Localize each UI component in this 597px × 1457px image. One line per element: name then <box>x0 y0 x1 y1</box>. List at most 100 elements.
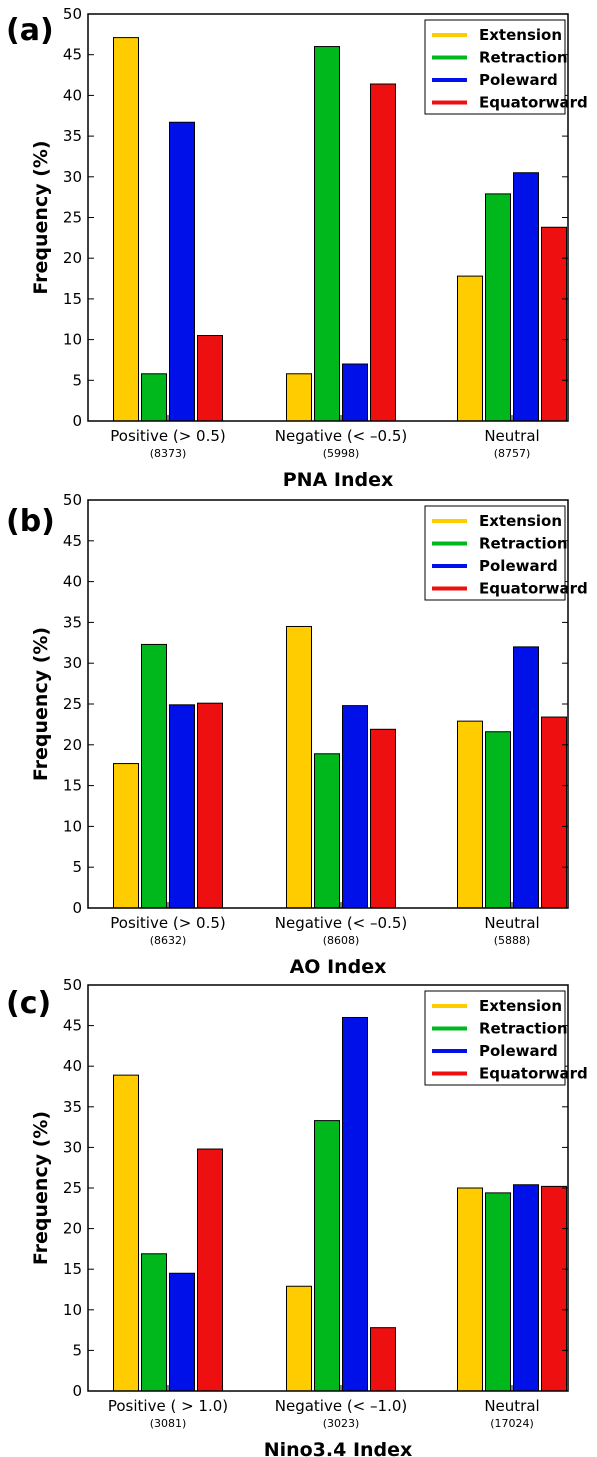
bar-retraction <box>141 1253 167 1392</box>
y-tick-label: 45 <box>63 1017 82 1035</box>
sample-count: (5998) <box>323 447 360 460</box>
y-tick-label: 40 <box>63 1057 82 1075</box>
chart-panel: (c) Frequency (%) 0 5 10 15 20 25 30 35 40 45 50 Posi… <box>6 976 588 1457</box>
y-axis-label: Frequency (%) <box>30 627 52 781</box>
y-tick-label: 5 <box>72 858 82 876</box>
chart-panel: (a) Frequency (%) 0 5 10 15 20 25 30 35 40 45 50 Posi… <box>6 5 588 491</box>
bar-extension <box>286 625 312 909</box>
x-tick-label: Negative (< –0.5) <box>275 914 407 932</box>
bar-equatorward <box>370 83 396 422</box>
y-tick-label: 30 <box>63 1138 82 1156</box>
y-tick-label: 0 <box>72 412 82 430</box>
bar-extension <box>113 1074 139 1392</box>
bar-retraction <box>314 753 340 909</box>
y-tick-label: 10 <box>63 1301 82 1319</box>
y-axis-label: Frequency (%) <box>30 140 52 294</box>
legend-label: Poleward <box>479 1042 558 1060</box>
bar-extension <box>286 1285 312 1392</box>
plot-frame <box>87 499 569 909</box>
x-axis-label: Nino3.4 Index <box>264 1439 413 1457</box>
y-tick-label: 50 <box>63 5 82 23</box>
x-tick-label: Negative (< –0.5) <box>275 427 407 445</box>
sample-count: (17024) <box>490 1417 534 1430</box>
bar-retraction <box>141 643 167 909</box>
x-tick-label: Positive (> 0.5) <box>110 427 226 445</box>
bar-extension <box>457 1187 483 1392</box>
sample-count: (3081) <box>150 1417 187 1430</box>
bar-extension <box>113 37 139 422</box>
y-tick-label: 25 <box>63 695 82 713</box>
chart-panel: (b) Frequency (%) 0 5 10 15 20 25 30 35 40 45 50 Posi… <box>6 491 588 978</box>
sample-count: (8608) <box>323 934 360 947</box>
x-tick-label: Negative (< –1.0) <box>275 1397 407 1415</box>
bar-poleward <box>169 1272 195 1392</box>
sample-count: (8373) <box>150 447 187 460</box>
legend-label: Extension <box>479 26 562 44</box>
bar-poleward <box>169 121 195 422</box>
y-tick-label: 35 <box>63 127 82 145</box>
y-tick-label: 45 <box>63 46 82 64</box>
legend-label: Equatorward <box>479 580 588 598</box>
x-tick-label: Neutral <box>484 1397 539 1415</box>
bar-equatorward <box>197 702 223 909</box>
y-tick-label: 40 <box>63 86 82 104</box>
bar-retraction <box>485 1192 511 1392</box>
legend-label: Extension <box>479 997 562 1015</box>
y-tick-label: 30 <box>63 168 82 186</box>
bar-retraction <box>485 731 511 909</box>
y-tick-label: 50 <box>63 491 82 509</box>
sample-count: (5888) <box>494 934 531 947</box>
x-axis-label: AO Index <box>290 956 387 978</box>
legend-label: Poleward <box>479 557 558 575</box>
plot-frame <box>87 13 569 422</box>
sample-count: (3023) <box>323 1417 360 1430</box>
legend: Extension Retraction Poleward Equatorward <box>424 19 588 115</box>
bar-equatorward <box>370 728 396 909</box>
y-tick-label: 25 <box>63 1179 82 1197</box>
y-tick-label: 35 <box>63 613 82 631</box>
legend-label: Equatorward <box>479 1065 588 1083</box>
y-tick-label: 30 <box>63 654 82 672</box>
x-tick-label: Positive ( > 1.0) <box>108 1397 228 1415</box>
x-tick-label: Neutral <box>484 914 539 932</box>
y-tick-label: 40 <box>63 573 82 591</box>
bar-equatorward <box>541 226 567 422</box>
legend-label: Retraction <box>479 1020 568 1038</box>
panel-label: (c) <box>6 986 51 1021</box>
y-tick-label: 15 <box>63 1260 82 1278</box>
y-tick-label: 20 <box>63 249 82 267</box>
legend: Extension Retraction Poleward Equatorward <box>424 505 588 601</box>
bar-poleward <box>342 705 368 909</box>
x-axis-label: PNA Index <box>283 469 393 491</box>
y-axis-label: Frequency (%) <box>30 1111 52 1265</box>
bar-retraction <box>314 46 340 422</box>
legend-label: Retraction <box>479 535 568 553</box>
y-tick-label: 20 <box>63 736 82 754</box>
sample-count: (8757) <box>494 447 531 460</box>
sample-count: (8632) <box>150 934 187 947</box>
bar-extension <box>457 275 483 422</box>
legend-label: Equatorward <box>479 94 588 112</box>
y-tick-label: 10 <box>63 817 82 835</box>
bar-retraction <box>485 193 511 422</box>
legend-label: Extension <box>479 512 562 530</box>
legend-label: Poleward <box>479 71 558 89</box>
y-tick-label: 0 <box>72 899 82 917</box>
y-tick-label: 20 <box>63 1220 82 1238</box>
y-tick-label: 15 <box>63 290 82 308</box>
bar-poleward <box>513 172 539 422</box>
legend-label: Retraction <box>479 49 568 67</box>
bar-retraction <box>314 1120 340 1392</box>
bar-poleward <box>342 1016 368 1392</box>
panel-label: (b) <box>6 504 55 539</box>
bar-poleward <box>513 1184 539 1392</box>
bar-extension <box>457 720 483 909</box>
y-tick-label: 35 <box>63 1098 82 1116</box>
bar-poleward <box>513 646 539 909</box>
bar-poleward <box>169 704 195 909</box>
x-tick-label: Neutral <box>484 427 539 445</box>
plot-frame <box>87 984 569 1392</box>
bar-extension <box>113 763 139 909</box>
bar-retraction <box>141 373 167 422</box>
